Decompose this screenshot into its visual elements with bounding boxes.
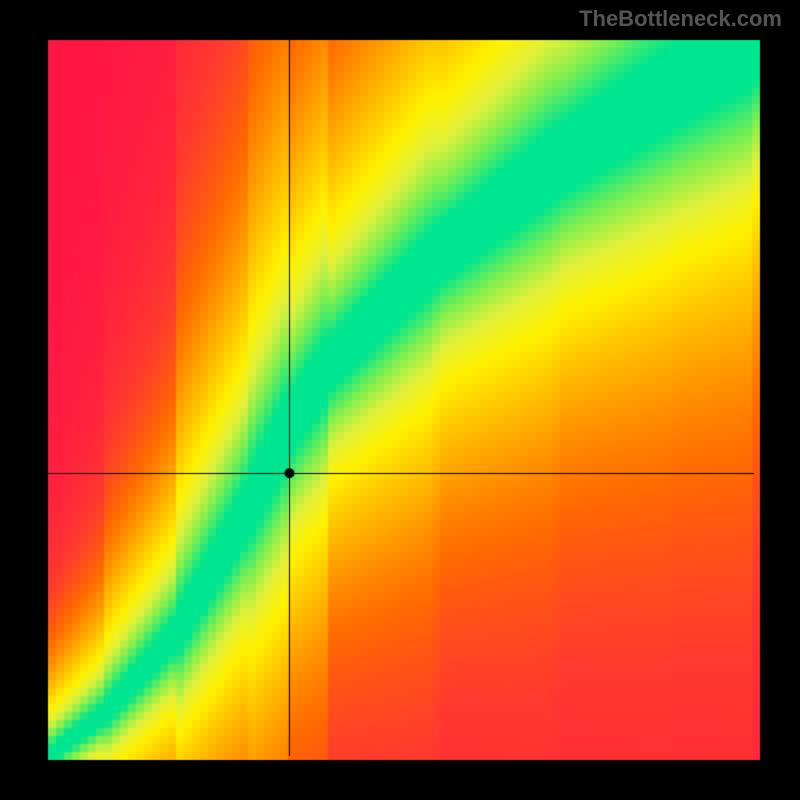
- chart-container: { "meta": { "watermark_text": "TheBottle…: [0, 0, 800, 800]
- bottleneck-heatmap: [0, 0, 800, 800]
- watermark-text: TheBottleneck.com: [579, 6, 782, 32]
